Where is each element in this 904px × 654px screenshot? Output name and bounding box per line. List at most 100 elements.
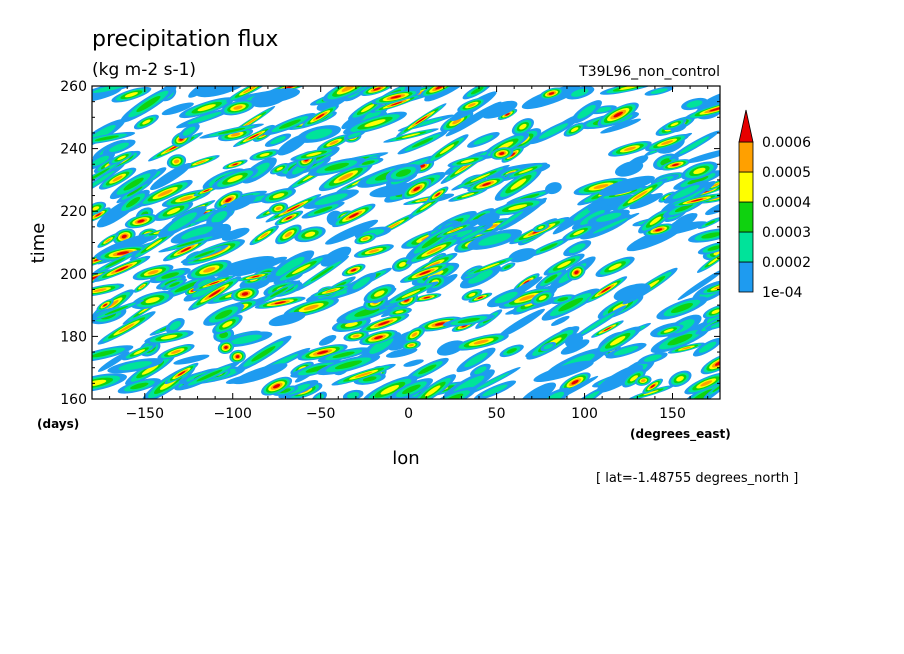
precip-event (587, 209, 630, 225)
x-axis-ticks: −150 −100 −50 0 50 100 150 (109, 86, 709, 422)
y-tick-label: 160 (60, 392, 87, 408)
precip-event (457, 97, 487, 113)
precip-event (645, 133, 690, 152)
precip-event (700, 352, 720, 375)
x-tick-label: −100 (214, 406, 252, 422)
precip-event (425, 134, 469, 165)
precip-event (92, 201, 107, 216)
precip-event (257, 280, 301, 305)
precip-event (316, 354, 381, 376)
precip-event (322, 86, 375, 102)
precip-event (317, 347, 370, 363)
precip-event (211, 167, 259, 190)
precip-event (325, 219, 379, 245)
precip-event (211, 255, 275, 277)
precip-event (137, 179, 193, 207)
precip-event (186, 259, 232, 280)
precip-event (92, 86, 142, 97)
precip-event (489, 198, 547, 216)
precip-event (97, 233, 119, 248)
precip-event (697, 241, 720, 255)
colorbar-swatch (738, 231, 754, 263)
precip-event (294, 226, 326, 243)
precip-event (150, 162, 192, 191)
precip-event (214, 190, 243, 210)
precip-event (467, 229, 523, 250)
precip-event (696, 248, 720, 273)
precip-event (332, 203, 376, 228)
precip-event (116, 179, 153, 204)
precip-event (563, 240, 592, 257)
precip-event (397, 130, 448, 155)
precip-event (403, 326, 426, 343)
precip-event (249, 225, 279, 246)
precip-event (111, 86, 152, 103)
precip-event (176, 107, 234, 129)
precip-event (543, 253, 585, 276)
precip-event (157, 206, 207, 238)
precip-event (93, 255, 151, 282)
precip-event (595, 256, 635, 277)
colorbar-label: 0.0004 (762, 195, 811, 211)
precip-event (643, 223, 675, 237)
precip-event (532, 223, 550, 232)
precip-event (451, 224, 494, 246)
y-tick-label: 180 (60, 329, 87, 345)
precip-event (451, 164, 510, 191)
precip-event (705, 200, 720, 216)
precip-event (667, 342, 705, 354)
precip-event (181, 155, 220, 170)
precip-event (417, 316, 463, 332)
precip-event (447, 155, 488, 168)
precip-event (591, 320, 624, 338)
precip-event (199, 123, 264, 139)
y-tick-label: 240 (60, 142, 87, 158)
precip-event (406, 236, 462, 265)
precip-event (460, 255, 520, 278)
precip-event (571, 205, 614, 230)
precip-event (371, 89, 420, 105)
precip-event (226, 86, 273, 103)
precip-event (170, 222, 224, 244)
precip-event (318, 334, 337, 346)
precip-event (663, 180, 709, 204)
precip-event (594, 326, 641, 356)
precip-event (192, 275, 236, 292)
precip-event (642, 378, 663, 394)
precip-event (358, 313, 410, 334)
precip-event (109, 169, 158, 200)
precip-event (290, 147, 338, 161)
precip-event (584, 276, 628, 304)
colorbar-label: 1e-04 (762, 285, 802, 301)
precip-event (681, 97, 708, 111)
precip-event (539, 87, 564, 100)
x-axis-units: (degrees_east) (630, 427, 731, 442)
precip-event (533, 360, 594, 383)
precip-event (656, 296, 708, 320)
precip-event (405, 357, 449, 381)
precip-event (467, 132, 500, 148)
colorbar-overflow-triangle (738, 109, 754, 143)
precip-event (92, 373, 127, 393)
precip-event (396, 103, 447, 137)
precip-event (359, 329, 398, 346)
precip-event (504, 162, 548, 180)
precip-event (132, 264, 174, 281)
precip-event (499, 344, 524, 358)
precip-event (274, 210, 304, 226)
precip-event (331, 363, 396, 386)
precip-event (528, 118, 579, 145)
precip-event (490, 147, 514, 160)
precip-event (612, 178, 668, 213)
precip-event (179, 361, 240, 390)
precip-event (459, 265, 502, 289)
precip-event (383, 281, 439, 307)
precip-event (296, 125, 341, 143)
precip-event (389, 378, 433, 399)
precip-event (419, 86, 460, 98)
precip-event (409, 374, 457, 399)
precip-event (436, 222, 474, 238)
precip-event (229, 349, 246, 364)
precip-event (519, 382, 557, 399)
precip-event (599, 175, 655, 196)
